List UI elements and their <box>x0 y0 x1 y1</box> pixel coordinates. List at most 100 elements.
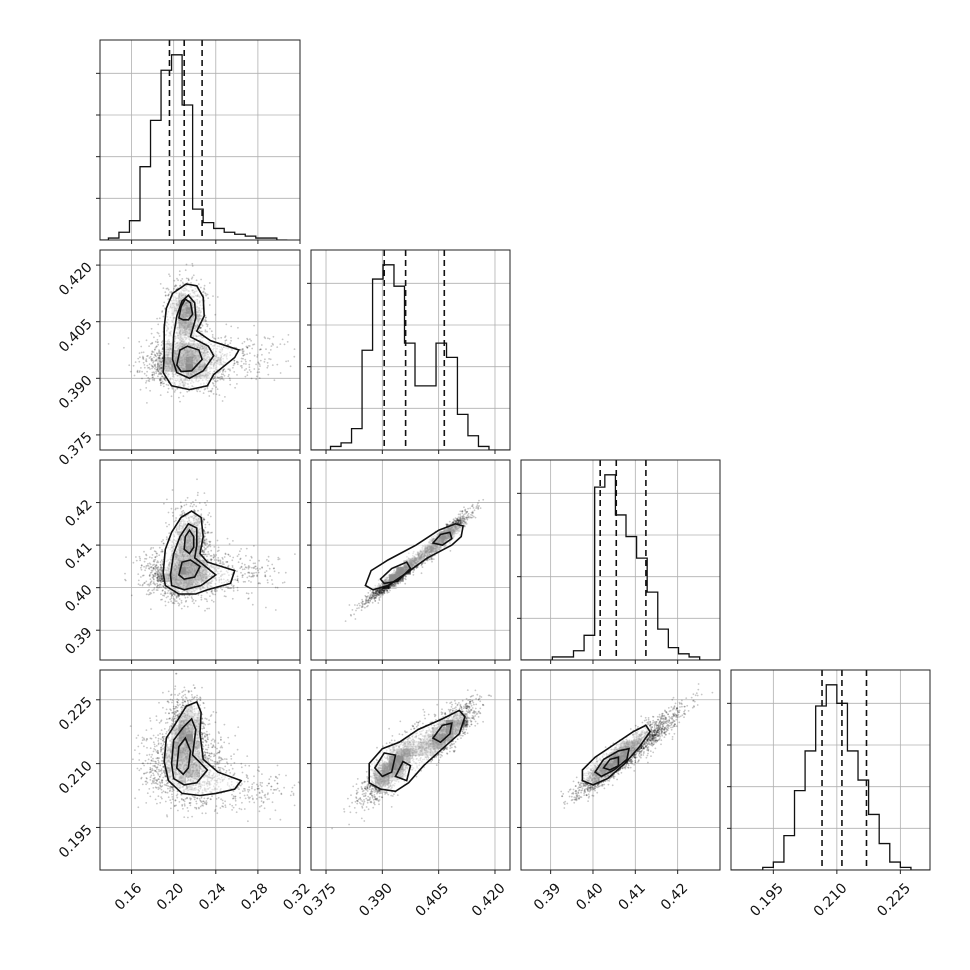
sample-point <box>249 352 251 355</box>
sample-point <box>241 348 244 350</box>
sample-point <box>107 343 110 345</box>
sample-point <box>216 539 219 542</box>
sample-point <box>242 354 245 357</box>
sample-point <box>257 362 260 365</box>
sample-point <box>187 277 190 280</box>
sample-point <box>150 566 153 569</box>
sample-point <box>248 345 251 347</box>
sample-point <box>204 598 206 600</box>
sample-point <box>139 557 142 560</box>
sample-point <box>206 546 209 549</box>
sample-point <box>151 351 154 354</box>
sample-point <box>162 585 165 587</box>
sample-point <box>140 564 143 567</box>
sample-point <box>151 373 154 376</box>
sample-point <box>160 580 162 582</box>
sample-point <box>220 373 223 376</box>
sample-point <box>267 365 269 367</box>
sample-point <box>175 284 178 287</box>
sample-point <box>206 521 209 524</box>
sample-point <box>206 559 209 561</box>
sample-point <box>154 572 157 575</box>
sample-point <box>168 532 171 535</box>
sample-point <box>231 564 234 567</box>
sample-point <box>152 591 155 594</box>
sample-point <box>163 301 166 304</box>
sample-point <box>160 370 163 372</box>
sample-point <box>148 584 151 587</box>
sample-point <box>152 351 155 353</box>
sample-point <box>191 262 194 265</box>
sample-point <box>147 563 149 565</box>
sample-point <box>212 382 215 385</box>
sample-point <box>153 367 156 370</box>
sample-point <box>206 532 209 534</box>
sample-point <box>177 596 180 598</box>
sample-point <box>153 372 156 375</box>
sample-point <box>259 348 262 351</box>
sample-point <box>177 595 180 597</box>
sample-point <box>203 541 205 544</box>
sample-point <box>160 366 163 369</box>
sample-point <box>184 499 187 502</box>
sample-point <box>156 576 158 579</box>
sample-point <box>163 592 166 595</box>
sample-point <box>124 579 127 582</box>
sample-point <box>141 574 144 577</box>
sample-point <box>165 379 167 382</box>
sample-point <box>267 337 269 340</box>
sample-point <box>170 507 173 510</box>
sample-point <box>258 377 261 379</box>
sample-point <box>151 353 153 355</box>
sample-point <box>200 326 202 329</box>
sample-point <box>159 561 162 563</box>
sample-point <box>162 539 165 541</box>
sample-point <box>199 390 201 393</box>
sample-point <box>271 364 274 366</box>
sample-point <box>161 549 163 551</box>
sample-point <box>142 356 145 359</box>
sample-point <box>161 366 164 369</box>
sample-point <box>153 373 156 376</box>
sample-point <box>229 369 232 372</box>
sample-point <box>155 355 158 358</box>
sample-point <box>161 561 164 563</box>
sample-point <box>206 553 208 556</box>
sample-point <box>171 602 174 604</box>
sample-point <box>232 366 234 369</box>
sample-point <box>168 523 171 526</box>
sample-point <box>151 342 153 345</box>
sample-point <box>158 335 161 337</box>
sample-point <box>154 364 157 367</box>
sample-point <box>138 555 141 558</box>
sample-point <box>258 363 261 366</box>
sample-point <box>174 285 176 288</box>
sample-point <box>175 597 178 599</box>
sample-point <box>203 518 206 521</box>
sample-point <box>181 278 184 280</box>
sample-point <box>237 337 240 340</box>
sample-point <box>162 580 164 582</box>
sample-point <box>163 377 166 380</box>
sample-point <box>158 368 161 370</box>
sample-point <box>191 505 194 508</box>
sample-point <box>136 370 139 373</box>
sample-point <box>173 391 176 393</box>
sample-point <box>125 556 127 558</box>
sample-point <box>154 363 157 366</box>
sample-point <box>146 364 149 367</box>
sample-point <box>293 355 296 358</box>
sample-point <box>203 530 206 533</box>
sample-point <box>279 343 282 345</box>
sample-point <box>213 375 216 378</box>
sample-point <box>241 350 244 353</box>
sample-point <box>161 550 164 553</box>
sample-point <box>138 370 141 372</box>
sample-point <box>172 592 175 594</box>
sample-point <box>166 587 169 590</box>
sample-point <box>204 523 207 526</box>
sample-point <box>233 359 236 362</box>
sample-point <box>236 579 239 582</box>
sample-point <box>148 380 151 383</box>
